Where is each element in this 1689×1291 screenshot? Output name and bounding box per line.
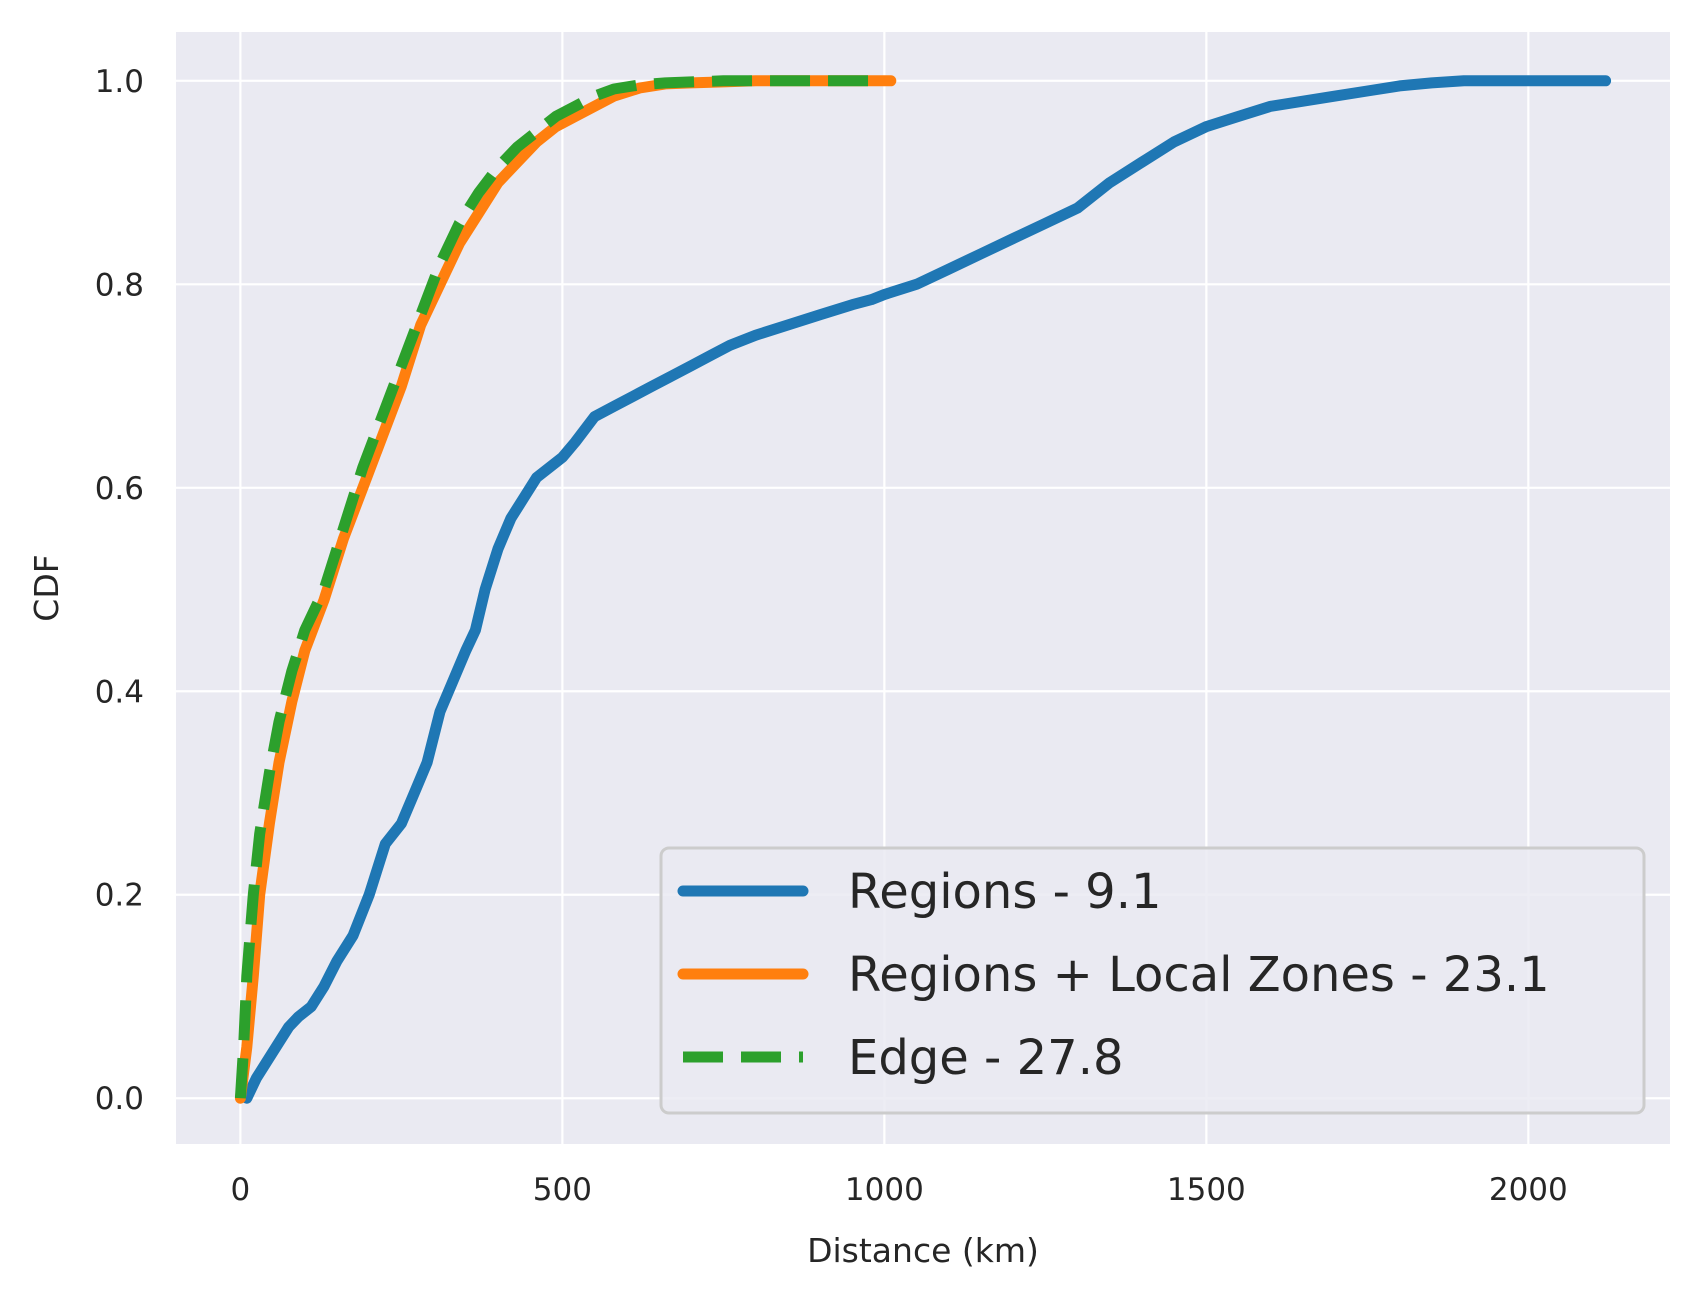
x-tick-label: 0 [231, 1172, 251, 1208]
x-axis-ticks: 0 500 1000 1500 2000 [231, 1172, 1568, 1208]
legend: Regions - 9.1 Regions + Local Zones - 23.… [659, 846, 1646, 1115]
legend-label-2: Regions + Local Zones - 23.1 [848, 947, 1550, 1003]
legend-frame [659, 846, 1646, 1115]
y-tick-label: 0.4 [95, 674, 144, 710]
x-tick-label: 1000 [845, 1172, 924, 1208]
y-axis-label: CDF [27, 554, 66, 621]
legend-label-3: Edge - 27.8 [848, 1030, 1124, 1086]
y-tick-label: 0.0 [95, 1081, 144, 1117]
y-tick-label: 0.6 [95, 471, 144, 507]
x-tick-label: 1500 [1167, 1172, 1246, 1208]
y-tick-label: 1.0 [95, 64, 144, 100]
y-tick-label: 0.2 [95, 878, 144, 914]
y-tick-label: 0.8 [95, 267, 144, 303]
series-layer [234, 75, 1612, 1104]
series-line-3 [234, 75, 885, 1099]
x-tick-label: 2000 [1489, 1172, 1568, 1208]
series-line-1 [241, 75, 1612, 1104]
legend-label-1: Regions - 9.1 [848, 864, 1162, 920]
x-tick-label: 500 [533, 1172, 592, 1208]
y-axis-ticks: 0.0 0.2 0.4 0.6 0.8 1.0 [95, 64, 144, 1117]
x-axis-label: Distance (km) [807, 1231, 1039, 1270]
